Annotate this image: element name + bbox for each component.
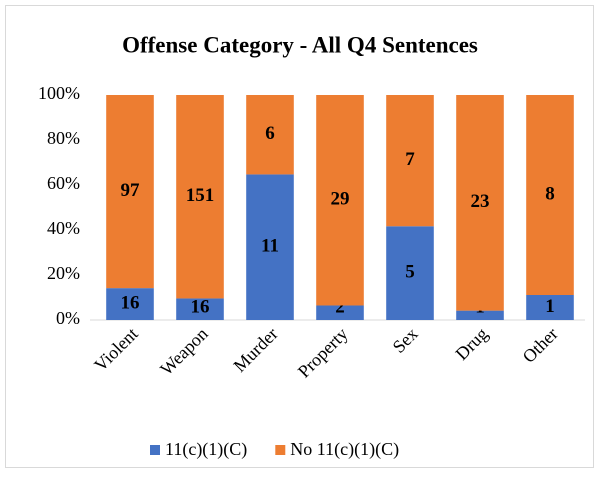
data-label: 29 bbox=[331, 189, 350, 210]
legend-swatch bbox=[275, 445, 286, 455]
data-label: 23 bbox=[471, 191, 490, 212]
bar-segment bbox=[106, 288, 154, 320]
bar-segment bbox=[176, 95, 224, 299]
data-label: 1 bbox=[545, 296, 555, 317]
legend-label: No 11(c)(1)(C) bbox=[290, 439, 399, 460]
bar-segment bbox=[456, 95, 504, 311]
data-label: 16 bbox=[121, 292, 140, 313]
bar-segment bbox=[456, 310, 504, 320]
y-tick-label: 80% bbox=[47, 128, 80, 148]
y-tick-label: 60% bbox=[47, 173, 80, 193]
bar-segment bbox=[526, 95, 574, 295]
data-label: 151 bbox=[186, 185, 215, 206]
bar-segment bbox=[386, 95, 434, 227]
bar-segment bbox=[386, 226, 434, 320]
legend-swatch bbox=[150, 445, 160, 455]
data-label: 11 bbox=[261, 236, 279, 257]
data-label: 2 bbox=[335, 296, 345, 317]
y-tick-label: 40% bbox=[47, 218, 80, 238]
bar-segment bbox=[106, 95, 154, 289]
data-label: 97 bbox=[121, 180, 141, 201]
y-tick-label: 0% bbox=[56, 308, 80, 328]
data-label: 8 bbox=[545, 183, 555, 204]
data-label: 6 bbox=[265, 123, 275, 144]
y-tick-label: 20% bbox=[47, 263, 80, 283]
bar-segment bbox=[316, 305, 364, 320]
data-label: 7 bbox=[405, 149, 415, 170]
chart-border bbox=[5, 5, 594, 468]
bar-segment bbox=[176, 298, 224, 320]
bar-segment bbox=[246, 174, 294, 320]
bar-segment bbox=[316, 95, 364, 306]
bar-segment bbox=[526, 295, 574, 320]
legend-label: 11(c)(1)(C) bbox=[165, 439, 247, 460]
bar-segment bbox=[246, 95, 294, 175]
chart-title: Offense Category - All Q4 Sentences bbox=[122, 32, 478, 57]
y-tick-label: 100% bbox=[38, 83, 80, 103]
data-label: 16 bbox=[191, 296, 210, 317]
data-label: 5 bbox=[405, 261, 415, 282]
